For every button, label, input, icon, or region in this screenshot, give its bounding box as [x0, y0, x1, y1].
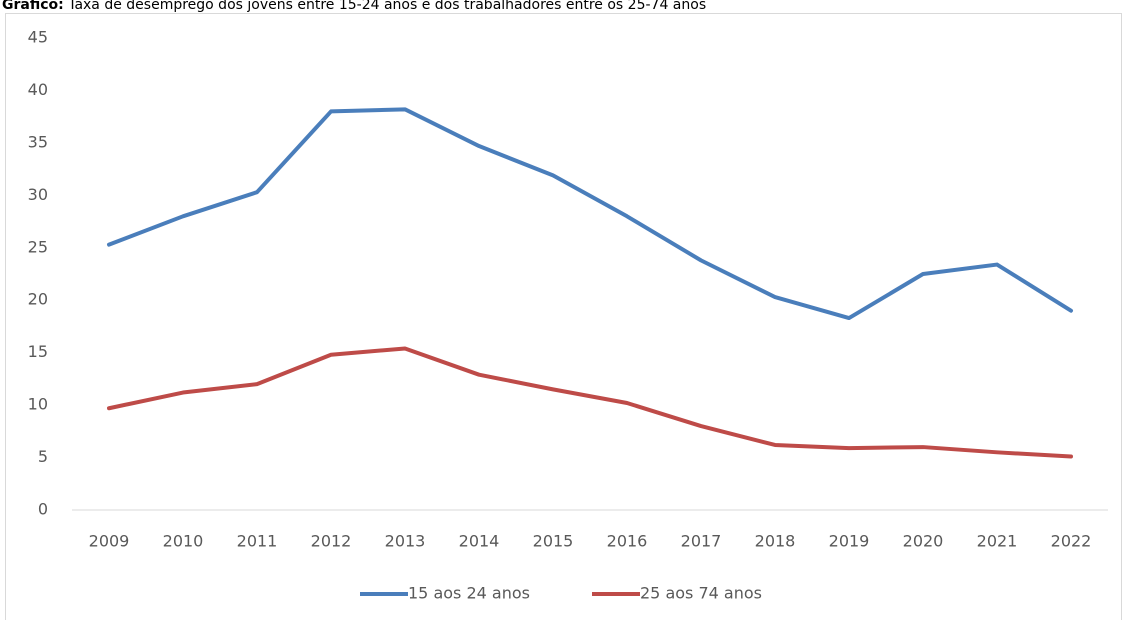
y-tick-label: 15	[28, 342, 48, 361]
x-tick-label: 2013	[385, 532, 426, 551]
y-tick-label: 10	[28, 395, 48, 414]
y-tick-label: 0	[38, 500, 48, 519]
title-label: Gráfico:	[2, 0, 64, 13]
y-tick-label: 30	[28, 185, 48, 204]
x-tick-label: 2009	[89, 532, 130, 551]
chart-title: Gráfico: Taxa de desemprego dos jovens e…	[2, 0, 706, 13]
x-tick-label: 2022	[1051, 532, 1092, 551]
x-tick-label: 2017	[681, 532, 722, 551]
y-tick-label: 35	[28, 132, 48, 151]
x-tick-label: 2021	[977, 532, 1018, 551]
x-tick-label: 2011	[237, 532, 278, 551]
title-text: Taxa de desemprego dos jovens entre 15-2…	[67, 0, 706, 13]
y-tick-label: 20	[28, 290, 48, 309]
x-tick-label: 2016	[607, 532, 648, 551]
x-tick-label: 2012	[311, 532, 352, 551]
line-series	[107, 346, 1073, 459]
y-tick-label: 25	[28, 237, 48, 256]
x-tick-label: 2015	[533, 532, 574, 551]
chart-frame	[5, 13, 1122, 620]
y-tick-label: 45	[28, 28, 48, 47]
x-tick-label: 2020	[903, 532, 944, 551]
legend-label: 25 aos 74 anos	[640, 584, 762, 603]
legend-label: 15 aos 24 anos	[408, 584, 530, 603]
x-tick-label: 2019	[829, 532, 870, 551]
x-tick-label: 2014	[459, 532, 500, 551]
x-tick-label: 2010	[163, 532, 204, 551]
y-tick-label: 5	[38, 447, 48, 466]
y-tick-label: 40	[28, 80, 48, 99]
line-series	[107, 107, 1073, 321]
x-tick-label: 2018	[755, 532, 796, 551]
